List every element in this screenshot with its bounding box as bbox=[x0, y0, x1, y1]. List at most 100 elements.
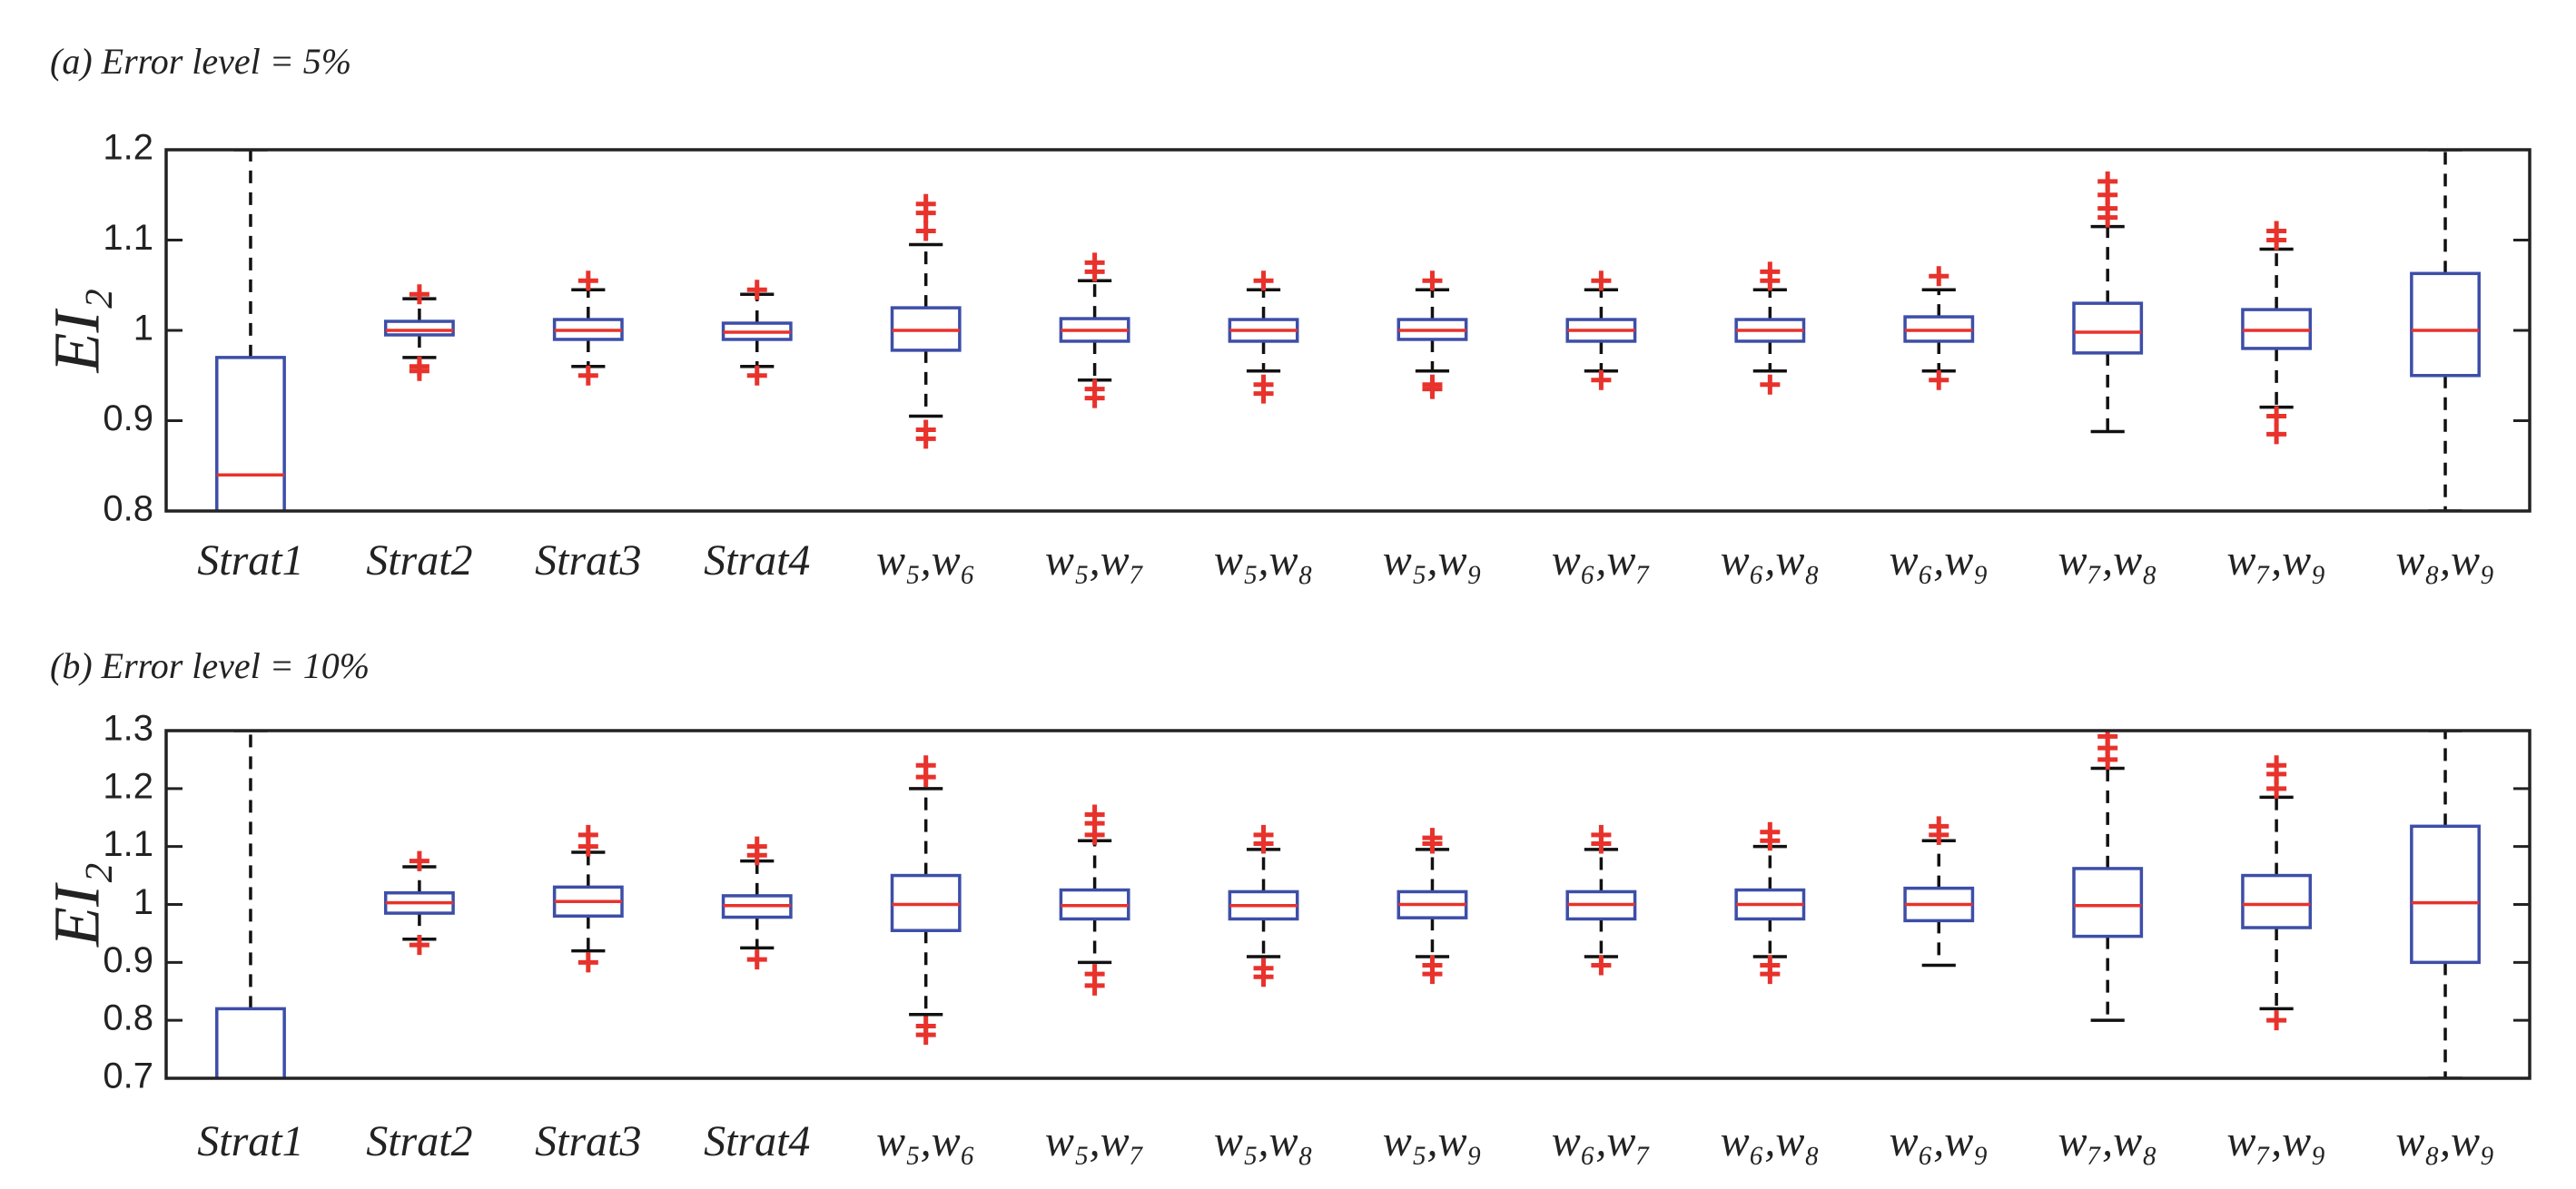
chart-panel: (b) Error level = 10% EI₂ 0.7 0.8 0.9 1 1.1 1.2… bbox=[41, 645, 2532, 1165]
box bbox=[2410, 271, 2481, 378]
outlier bbox=[746, 949, 767, 970]
x-tick-label: w₈,w₉ bbox=[2395, 1117, 2494, 1165]
outlier bbox=[2266, 755, 2287, 776]
outlier bbox=[1591, 824, 1612, 845]
x-tick-label: Strat4 bbox=[704, 536, 810, 585]
x-tick-label: w₅,w₇ bbox=[1045, 536, 1144, 585]
outlier bbox=[1422, 964, 1443, 985]
x-tick-label: w₆,w₈ bbox=[1721, 536, 1820, 585]
outlier bbox=[1084, 252, 1105, 273]
box bbox=[383, 319, 455, 337]
box bbox=[2072, 867, 2144, 938]
chart-title: (a) Error level = 5% bbox=[50, 41, 351, 82]
y-tick-label: 0.9 bbox=[103, 398, 153, 438]
outlier bbox=[1253, 824, 1274, 845]
outlier bbox=[746, 836, 767, 857]
y-tick-label: 1.3 bbox=[103, 709, 153, 749]
y-tick-label: 1 bbox=[133, 309, 153, 349]
x-tick-label: w₆,w₉ bbox=[1890, 536, 1989, 585]
x-tick-label: w₆,w₇ bbox=[1552, 1117, 1651, 1165]
outlier bbox=[1253, 270, 1274, 291]
x-tick-label: Strat2 bbox=[366, 536, 472, 585]
x-tick-label: w₆,w₇ bbox=[1552, 536, 1651, 585]
box bbox=[215, 1007, 286, 1078]
outlier bbox=[409, 360, 429, 381]
y-tick-label: 1.2 bbox=[103, 128, 153, 168]
x-tick-label: w₆,w₉ bbox=[1890, 1117, 1989, 1165]
y-tick-label: 1.1 bbox=[103, 824, 153, 864]
x-tick-label: w₇,w₈ bbox=[2058, 536, 2157, 585]
outlier bbox=[1929, 369, 1949, 390]
outlier bbox=[409, 284, 429, 305]
x-tick-label: w₅,w₆ bbox=[876, 1117, 975, 1165]
box bbox=[2241, 873, 2313, 929]
outlier bbox=[409, 935, 429, 956]
y-axis-label: EI₂ bbox=[41, 862, 114, 948]
x-tick-label: w₇,w₈ bbox=[2058, 1117, 2157, 1165]
x-tick-label: Strat3 bbox=[535, 1117, 641, 1165]
outlier bbox=[1422, 270, 1443, 291]
outlier bbox=[577, 270, 598, 291]
chart-panel: (a) Error level = 5% EI₂ 0.8 0.9 1 1.1 1.2 Stra… bbox=[41, 41, 2532, 585]
outlier bbox=[1929, 266, 1949, 287]
axes-frame bbox=[164, 729, 2532, 1080]
outlier bbox=[1084, 804, 1105, 825]
plot-area bbox=[215, 150, 2481, 511]
outlier bbox=[2266, 1010, 2287, 1031]
y-tick-label: 0.8 bbox=[103, 998, 153, 1038]
outlier bbox=[1760, 374, 1781, 395]
chart-title: (b) Error level = 10% bbox=[50, 645, 370, 686]
outlier bbox=[1253, 967, 1274, 988]
plot-area bbox=[215, 731, 2481, 1078]
y-tick-label: 0.7 bbox=[103, 1056, 153, 1096]
outlier bbox=[1422, 828, 1443, 849]
outlier bbox=[2097, 731, 2118, 747]
outlier bbox=[915, 193, 936, 214]
outlier bbox=[1422, 378, 1443, 399]
x-tick-label: Strat3 bbox=[535, 536, 641, 585]
x-tick-label: w₈,w₉ bbox=[2395, 536, 2494, 585]
outlier bbox=[2266, 424, 2287, 445]
x-tick-label: w₅,w₇ bbox=[1045, 1117, 1144, 1165]
outlier bbox=[1760, 821, 1781, 842]
outlier bbox=[915, 428, 936, 449]
outlier bbox=[1591, 270, 1612, 291]
outlier bbox=[2266, 406, 2287, 427]
outlier bbox=[746, 280, 767, 300]
outlier bbox=[577, 952, 598, 973]
y-tick-label: 1.2 bbox=[103, 766, 153, 806]
x-tick-label: w₅,w₉ bbox=[1383, 536, 1482, 585]
outlier bbox=[1253, 383, 1274, 404]
x-tick-label: w₅,w₈ bbox=[1214, 536, 1313, 585]
outlier bbox=[1760, 261, 1781, 282]
x-tick-label: Strat4 bbox=[704, 1117, 810, 1165]
outlier bbox=[915, 755, 936, 776]
outlier bbox=[1591, 955, 1612, 976]
y-tick-label: 1 bbox=[133, 882, 153, 922]
outlier bbox=[1760, 964, 1781, 985]
outlier bbox=[1591, 369, 1612, 390]
x-tick-label: Strat2 bbox=[366, 1117, 472, 1165]
box bbox=[2410, 824, 2481, 965]
x-tick-label: w₇,w₉ bbox=[2226, 536, 2325, 585]
x-tick-label: w₅,w₉ bbox=[1383, 1117, 1482, 1165]
outlier bbox=[577, 365, 598, 386]
x-tick-label: w₆,w₈ bbox=[1721, 1117, 1820, 1165]
x-tick-label: w₇,w₉ bbox=[2226, 1117, 2325, 1165]
axes-frame bbox=[164, 148, 2532, 513]
outlier bbox=[1084, 975, 1105, 996]
outlier bbox=[1929, 816, 1949, 837]
y-tick-label: 1.1 bbox=[103, 218, 153, 258]
outlier bbox=[577, 824, 598, 845]
outlier bbox=[2097, 171, 2118, 192]
y-axis-label: EI₂ bbox=[41, 289, 114, 374]
x-tick-label: w₅,w₈ bbox=[1214, 1117, 1313, 1165]
y-tick-label: 0.8 bbox=[103, 489, 153, 529]
x-tick-label: Strat1 bbox=[197, 536, 303, 585]
outlier bbox=[746, 365, 767, 386]
outlier bbox=[915, 221, 936, 241]
box bbox=[215, 356, 286, 511]
outlier bbox=[915, 1025, 936, 1046]
